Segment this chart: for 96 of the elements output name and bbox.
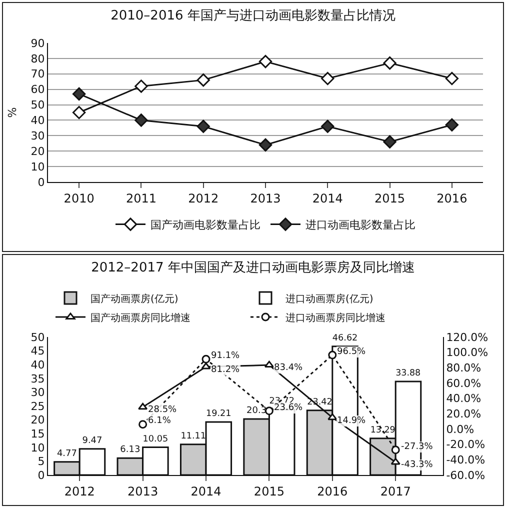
x-tick-label: 2013 xyxy=(250,191,281,206)
y-tick-label: 40 xyxy=(30,358,45,372)
legend-label: 国产动画电影数量占比 xyxy=(150,218,260,232)
point xyxy=(258,54,272,68)
y-tick-label: 10 xyxy=(30,160,45,174)
data-label: 96.5% xyxy=(337,347,366,357)
x-tick-label: 2012 xyxy=(64,484,95,498)
y-tick-label: 15 xyxy=(30,427,45,440)
point xyxy=(321,72,334,86)
x-tick-label: 2010 xyxy=(64,191,94,206)
y-tick-label: 20 xyxy=(30,414,45,427)
data-label: 14.9% xyxy=(337,416,366,426)
data-label: 23.6% xyxy=(274,403,304,413)
point xyxy=(321,120,334,133)
data-label: 81.2% xyxy=(211,365,240,375)
data-label: 9.47 xyxy=(82,436,102,446)
point xyxy=(258,138,272,152)
point xyxy=(72,106,86,120)
y-tick-label: 10 xyxy=(30,441,45,454)
x-tick-label: 2016 xyxy=(436,191,468,206)
y-tick-label: 5 xyxy=(38,455,45,468)
data-label: 19.21 xyxy=(206,409,232,420)
y-tick-label: 30 xyxy=(30,386,45,400)
data-label: 6.13 xyxy=(120,445,140,456)
y-tick-label: 30 xyxy=(30,130,45,143)
y-axis-title: % xyxy=(6,107,19,118)
x-tick-label: 2015 xyxy=(254,484,284,498)
point xyxy=(445,118,459,132)
point xyxy=(196,73,210,87)
chart-title: 2010–2016 年国产与进口动画电影数量占比情况 xyxy=(110,8,396,24)
y2-tick-label: 40.0% xyxy=(446,392,482,406)
y2-tick-label: 120.0% xyxy=(446,330,488,344)
point xyxy=(328,413,338,420)
y-tick-label: 50 xyxy=(30,98,45,112)
y-tick-label: 50 xyxy=(30,330,45,344)
y2-tick-label: -40.0% xyxy=(446,454,486,467)
x-tick-label: 2014 xyxy=(312,191,343,206)
point xyxy=(390,458,400,465)
data-label: 46.62 xyxy=(332,333,358,344)
x-tick-label: 2011 xyxy=(126,191,156,206)
point xyxy=(445,72,459,86)
legend-label: 国产动画票房同比增速 xyxy=(90,312,190,324)
y-tick-label: 25 xyxy=(30,400,45,413)
x-tick-label: 2017 xyxy=(380,484,411,498)
y-tick-label: 35 xyxy=(30,372,45,386)
x-tick-label: 2016 xyxy=(317,484,348,498)
point xyxy=(72,87,86,101)
y-tick-label: 80 xyxy=(30,52,45,66)
point xyxy=(134,114,148,127)
point xyxy=(383,135,396,148)
data-label: 11.11 xyxy=(180,431,206,442)
point xyxy=(383,56,396,70)
point xyxy=(134,80,148,93)
x-tick-label: 2015 xyxy=(374,191,406,206)
point xyxy=(328,350,337,360)
y-tick-label: 45 xyxy=(30,344,45,358)
y2-tick-label: 0.0% xyxy=(446,422,474,436)
y2-tick-label: 80.0% xyxy=(446,362,482,375)
x-tick-label: 2014 xyxy=(190,484,222,498)
point xyxy=(138,420,148,429)
y-tick-label: 20 xyxy=(30,144,45,158)
y-tick-label: 70 xyxy=(30,68,45,81)
data-label: 10.05 xyxy=(142,434,168,444)
point xyxy=(391,446,400,454)
x-tick-label: 2013 xyxy=(128,484,158,498)
y2-tick-label: -20.0% xyxy=(446,438,486,452)
data-label: 83.4% xyxy=(274,363,304,373)
data-label: 33.88 xyxy=(396,368,421,379)
point xyxy=(138,402,148,410)
data-label: 28.5% xyxy=(148,405,178,415)
data-label: 6.1% xyxy=(148,416,172,426)
y2-tick-label: 100.0% xyxy=(446,346,488,360)
data-label: 13.29 xyxy=(370,425,396,436)
y-tick-label: 0 xyxy=(38,468,45,482)
y-tick-label: 60 xyxy=(30,83,45,96)
point xyxy=(196,120,210,133)
data-label: 91.1% xyxy=(211,351,240,361)
legend-label: 国产动画票房(亿元) xyxy=(90,292,178,305)
data-label: -27.3% xyxy=(401,442,434,452)
y2-tick-label: 20.0% xyxy=(446,408,482,421)
point xyxy=(201,362,211,370)
data-label: 20.3 xyxy=(246,406,267,416)
y2-tick-label: -60.0% xyxy=(446,468,486,482)
x-tick-label: 2012 xyxy=(188,191,219,206)
point xyxy=(202,354,210,364)
y-tick-label: 40 xyxy=(30,114,45,128)
legend-label: 进口动画票房(亿元) xyxy=(286,292,374,305)
y2-tick-label: 60.0% xyxy=(446,376,482,390)
legend-label: 进口动画电影数量占比 xyxy=(306,218,416,232)
y-tick-label: 90 xyxy=(30,36,45,50)
y-tick-label: 0 xyxy=(38,176,45,189)
data-label: 4.77 xyxy=(56,448,77,459)
legend-label: 进口动画票房同比增速 xyxy=(286,312,386,324)
chart-title: 2012–2017 年中国国产及进口动画电影票房及同比增速 xyxy=(91,260,415,276)
data-label: -43.3% xyxy=(401,460,434,470)
point xyxy=(264,360,274,368)
